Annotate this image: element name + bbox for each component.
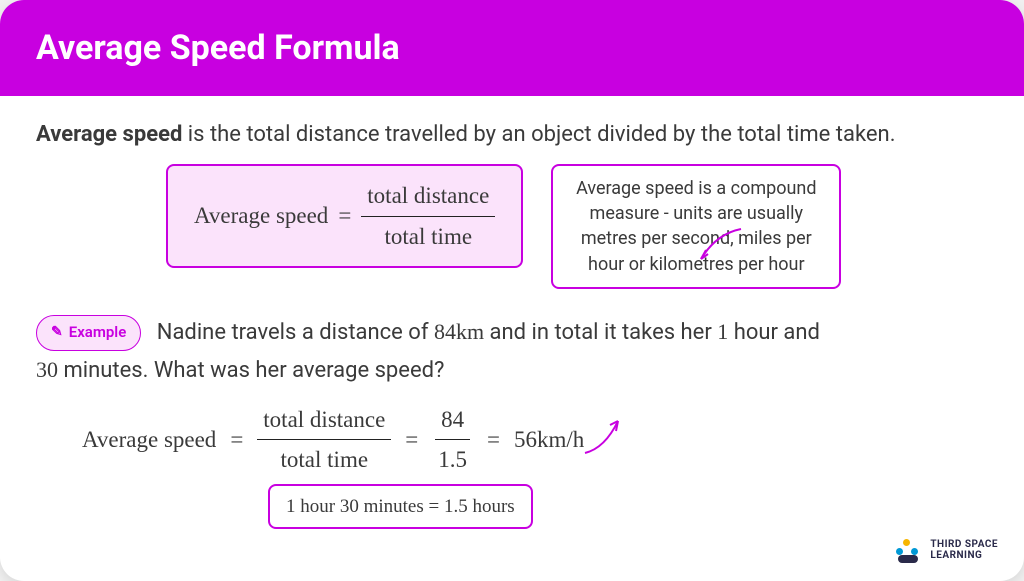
logo-mark-icon [896, 539, 922, 561]
worked-lhs: Average speed [82, 422, 216, 458]
worked-frac1: total distance total time [257, 402, 391, 478]
worked-num2: 84 [435, 402, 470, 441]
formula-row: Average speed = total distance total tim… [166, 164, 988, 289]
note-box: 1 hour 30 minutes = 1.5 hours [268, 484, 533, 529]
worked-frac2: 84 1.5 [432, 402, 473, 478]
worked-den1: total time [275, 440, 375, 478]
example-question: ✎ Example Nadine travels a distance of 8… [36, 313, 988, 390]
intro-rest: is the total distance travelled by an ob… [182, 122, 895, 147]
example-badge-label: Example [69, 320, 127, 346]
q-value-min: 30 [36, 357, 58, 382]
worked-eq2: = [405, 422, 418, 458]
q-value-hour: 1 [717, 319, 728, 344]
note-text: 1 hour 30 minutes = 1.5 hours [286, 496, 515, 517]
worked-eq3: = [487, 422, 500, 458]
example-badge: ✎ Example [36, 315, 141, 351]
formula-lhs: Average speed [194, 198, 328, 234]
page-title: Average Speed Formula [36, 28, 400, 68]
q-part-2: and in total it takes her [484, 320, 717, 345]
q-part-1: Nadine travels a distance of [157, 320, 434, 345]
arrow-icon [696, 224, 746, 264]
equals-sign: = [338, 198, 351, 234]
worked-result: 56km/h [514, 422, 584, 458]
content: Average speed is the total distance trav… [0, 96, 1024, 529]
worked-den2: 1.5 [432, 440, 473, 478]
q-part-3: hour and [728, 320, 820, 345]
worked-formula: Average speed = total distance total tim… [82, 402, 988, 478]
intro-bold: Average speed [36, 122, 182, 147]
intro-text: Average speed is the total distance trav… [36, 118, 988, 152]
lesson-card: Average Speed Formula Average speed is t… [0, 0, 1024, 581]
arrow-icon [580, 413, 624, 457]
logo-text: THIRD SPACE LEARNING [930, 539, 998, 561]
q-value-distance: 84km [434, 319, 484, 344]
worked-num1: total distance [257, 402, 391, 441]
formula-box: Average speed = total distance total tim… [166, 164, 523, 268]
brand-logo: THIRD SPACE LEARNING [896, 539, 998, 561]
header: Average Speed Formula [0, 0, 1024, 96]
formula-numerator: total distance [361, 178, 495, 217]
worked-eq1: = [230, 422, 243, 458]
pencil-icon: ✎ [51, 321, 63, 345]
q-part-4: minutes. What was her average speed? [58, 358, 444, 383]
logo-line2: LEARNING [930, 550, 998, 561]
formula-fraction: total distance total time [361, 178, 495, 254]
logo-line1: THIRD SPACE [930, 539, 998, 550]
formula-denominator: total time [379, 217, 479, 255]
